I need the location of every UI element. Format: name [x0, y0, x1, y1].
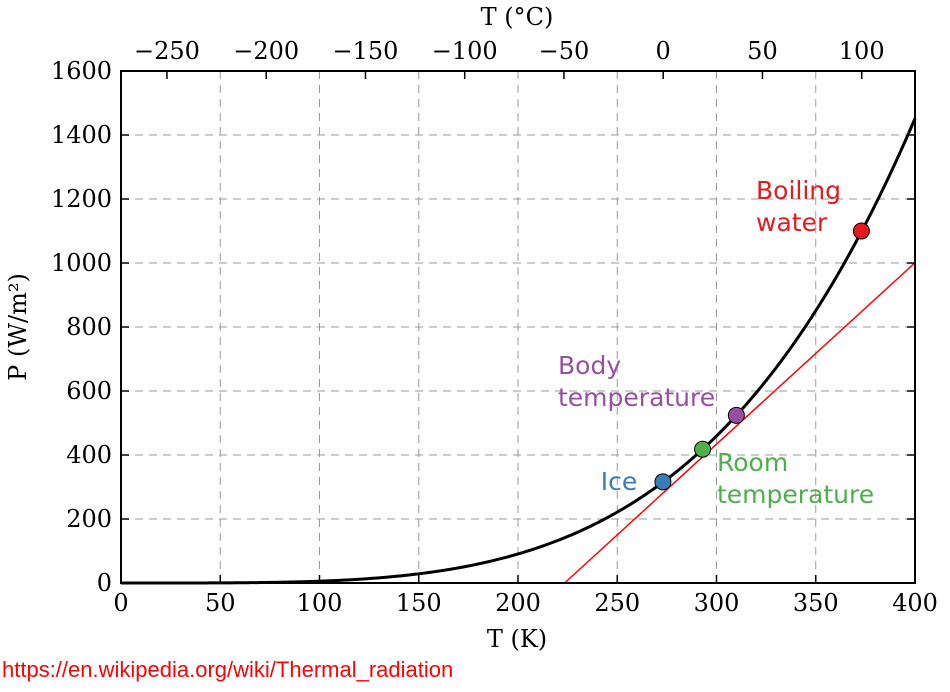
x-tick-label: 300 [694, 589, 740, 617]
x-tick-label: 0 [113, 589, 128, 617]
top-x-tick-label: 0 [656, 37, 671, 65]
annotation-line: Ice [601, 467, 638, 496]
annotation-line: Room [717, 448, 788, 477]
axis-ticks: 0 50 100 150 200 250 300 350 400 0 200 400 600 800 100… [51, 37, 938, 617]
data-point [727, 406, 745, 424]
x-tick-label: 250 [594, 589, 640, 617]
top-x-tick-label: −200 [233, 37, 299, 65]
y-tick-label: 400 [66, 441, 112, 469]
y-tick-label: 1400 [51, 121, 112, 149]
y-tick-label: 1200 [51, 185, 112, 213]
source-url[interactable]: https://en.wikipedia.org/wiki/Thermal_ra… [2, 657, 454, 682]
data-point [654, 473, 672, 491]
y-tick-label: 800 [66, 313, 112, 341]
annotation-label: Body temperature [558, 351, 715, 412]
x-tick-label: 150 [396, 589, 442, 617]
annotation-line: Boiling [756, 176, 841, 205]
top-x-tick-label: 50 [747, 37, 778, 65]
y-tick-label: 200 [66, 505, 112, 533]
data-points [654, 222, 870, 491]
y-axis-title: P (W/m²) [4, 273, 32, 381]
y-tick-label: 600 [66, 377, 112, 405]
data-point [852, 222, 870, 240]
x-tick-label: 200 [495, 589, 541, 617]
y-tick-label: 1600 [51, 57, 112, 85]
x-tick-label: 50 [205, 589, 236, 617]
top-x-tick-label: −50 [539, 37, 590, 65]
grid [121, 71, 915, 583]
annotation-label: Boiling water [756, 176, 841, 237]
x-axis-title: T (K) [487, 625, 547, 653]
top-x-tick-label: −250 [134, 37, 200, 65]
x-tick-label: 350 [793, 589, 839, 617]
x-tick-label: 400 [892, 589, 938, 617]
x-tick-label: 100 [297, 589, 343, 617]
top-x-axis-title: T (°C) [481, 3, 554, 31]
top-x-tick-label: −150 [332, 37, 398, 65]
y-tick-label: 1000 [51, 249, 112, 277]
annotation-label: Room temperature [717, 448, 874, 509]
top-x-tick-label: 100 [839, 37, 885, 65]
data-point [694, 440, 712, 458]
top-x-tick-label: −100 [432, 37, 498, 65]
annotation-line: Body [558, 351, 621, 380]
y-tick-label: 0 [97, 569, 112, 597]
annotations: Ice Room temperature Body temperature Boiling… [558, 176, 874, 509]
annotation-line: temperature [717, 480, 874, 509]
annotation-line: water [756, 208, 828, 237]
annotation-label: Ice [601, 467, 638, 496]
annotation-line: temperature [558, 383, 715, 412]
